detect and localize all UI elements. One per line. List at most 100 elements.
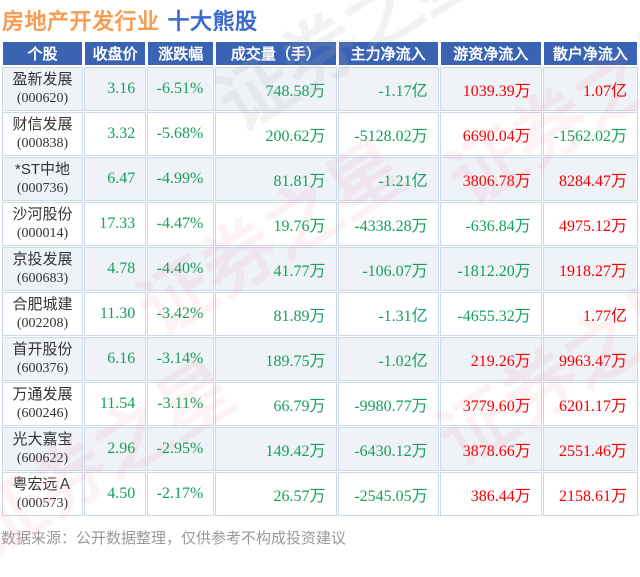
- stock-name-cell: 盈新发展 (000620): [3, 68, 83, 110]
- cell-volume: 81.81万: [216, 158, 336, 200]
- cell-main: -1.17亿: [338, 68, 438, 110]
- stock-name-cell: 沙河股份 (000014): [3, 203, 83, 245]
- stock-code: (600376): [16, 361, 69, 376]
- stock-code: (000014): [16, 226, 69, 241]
- cell-retail: 6201.17万: [543, 383, 637, 425]
- cell-change: -6.51%: [148, 68, 214, 110]
- cell-hot: 3779.60万: [440, 383, 541, 425]
- stock-name: 合肥城建: [12, 296, 73, 313]
- stock-name-cell: *ST中地 (000736): [3, 158, 83, 200]
- stock-name-cell: 万通发展 (600246): [3, 383, 83, 425]
- stock-name-cell: 粤宏远Ａ (000573): [3, 473, 83, 515]
- cell-volume: 66.79万: [216, 383, 336, 425]
- cell-main: -4338.28万: [338, 203, 438, 245]
- cell-close: 4.78: [85, 248, 146, 290]
- table-body: 盈新发展 (000620) 3.16 -6.51% 748.58万 -1.17亿 1039.…: [3, 68, 637, 515]
- stock-name: *ST中地: [15, 161, 71, 178]
- stock-name: 财信发展: [12, 116, 73, 133]
- cell-hot: 3806.78万: [440, 158, 541, 200]
- cell-volume: 200.62万: [216, 113, 336, 155]
- stock-code: (600622): [16, 451, 69, 466]
- cell-close: 6.16: [85, 338, 146, 380]
- cell-hot: 219.26万: [440, 338, 541, 380]
- cell-hot: 3878.66万: [440, 428, 541, 470]
- cell-volume: 26.57万: [216, 473, 336, 515]
- table-row: 万通发展 (600246) 11.54 -3.11% 66.79万 -9980.77万 37…: [3, 383, 637, 425]
- table-header: 个股 收盘价 涨跌幅 成交量（手） 主力净流入 游资净流入 散户净流入: [3, 42, 637, 65]
- cell-volume: 748.58万: [216, 68, 336, 110]
- table-row: 财信发展 (000838) 3.32 -5.68% 200.62万 -5128.02万 66…: [3, 113, 637, 155]
- cell-close: 6.47: [85, 158, 146, 200]
- stock-code: (600683): [16, 271, 69, 286]
- title-suffix: 十大熊股: [167, 9, 258, 34]
- cell-hot: -4655.32万: [440, 293, 541, 335]
- page-title: 房地产开发行业 十大熊股: [0, 0, 640, 37]
- stock-name-cell: 京投发展 (600683): [3, 248, 83, 290]
- table-row: *ST中地 (000736) 6.47 -4.99% 81.81万 -1.21亿 3806.…: [3, 158, 637, 200]
- cell-change: -4.47%: [148, 203, 214, 245]
- stock-name: 盈新发展: [12, 71, 73, 88]
- cell-main: -1.02亿: [338, 338, 438, 380]
- cell-retail: 8284.47万: [543, 158, 637, 200]
- cell-volume: 41.77万: [216, 248, 336, 290]
- cell-close: 4.50: [85, 473, 146, 515]
- cell-retail: 2158.61万: [543, 473, 637, 515]
- cell-hot: -636.84万: [440, 203, 541, 245]
- cell-close: 3.32: [85, 113, 146, 155]
- col-header-close: 收盘价: [85, 42, 146, 65]
- col-header-hot-inflow: 游资净流入: [440, 42, 541, 65]
- cell-change: -2.17%: [148, 473, 214, 515]
- stock-name-cell: 合肥城建 (002208): [3, 293, 83, 335]
- cell-volume: 19.76万: [216, 203, 336, 245]
- table-row: 粤宏远Ａ (000573) 4.50 -2.17% 26.57万 -2545.05万 386…: [3, 473, 637, 515]
- cell-retail: -1562.02万: [543, 113, 637, 155]
- cell-main: -5128.02万: [338, 113, 438, 155]
- table-row: 首开股份 (600376) 6.16 -3.14% 189.75万 -1.02亿 219.2…: [3, 338, 637, 380]
- cell-change: -3.11%: [148, 383, 214, 425]
- cell-retail: 4975.12万: [543, 203, 637, 245]
- table-row: 合肥城建 (002208) 11.30 -3.42% 81.89万 -1.31亿 -4655…: [3, 293, 637, 335]
- col-header-main-inflow: 主力净流入: [338, 42, 438, 65]
- data-source-note: 数据来源：公开数据整理，仅供参考不构成投资建议: [1, 530, 347, 547]
- table-row: 沙河股份 (000014) 17.33 -4.47% 19.76万 -4338.28万 -6…: [3, 203, 637, 245]
- cell-volume: 189.75万: [216, 338, 336, 380]
- cell-volume: 81.89万: [216, 293, 336, 335]
- cell-change: -4.40%: [148, 248, 214, 290]
- table-row: 光大嘉宝 (600622) 2.96 -2.95% 149.42万 -6430.12万 38…: [3, 428, 637, 470]
- cell-main: -1.31亿: [338, 293, 438, 335]
- stock-name: 京投发展: [12, 251, 73, 268]
- stock-name-cell: 首开股份 (600376): [3, 338, 83, 380]
- col-header-change: 涨跌幅: [148, 42, 214, 65]
- stock-name: 首开股份: [12, 341, 73, 358]
- bear-stocks-table: 个股 收盘价 涨跌幅 成交量（手） 主力净流入 游资净流入 散户净流入 盈新发展…: [0, 39, 640, 518]
- stock-name: 粤宏远Ａ: [12, 476, 73, 493]
- stock-code: (000573): [16, 496, 69, 511]
- cell-retail: 1.77亿: [543, 293, 637, 335]
- cell-close: 3.16: [85, 68, 146, 110]
- table-row: 京投发展 (600683) 4.78 -4.40% 41.77万 -106.07万 -181…: [3, 248, 637, 290]
- cell-hot: 6690.04万: [440, 113, 541, 155]
- col-header-retail-inflow: 散户净流入: [543, 42, 637, 65]
- stock-code: (000620): [16, 91, 69, 106]
- stock-code: (000736): [16, 181, 69, 196]
- cell-change: -3.42%: [148, 293, 214, 335]
- cell-change: -4.99%: [148, 158, 214, 200]
- cell-change: -5.68%: [148, 113, 214, 155]
- stock-code: (600246): [16, 406, 69, 421]
- cell-close: 2.96: [85, 428, 146, 470]
- stock-name: 沙河股份: [12, 206, 73, 223]
- cell-hot: 386.44万: [440, 473, 541, 515]
- cell-main: -6430.12万: [338, 428, 438, 470]
- cell-volume: 149.42万: [216, 428, 336, 470]
- stock-name: 光大嘉宝: [12, 431, 73, 448]
- stock-name-cell: 财信发展 (000838): [3, 113, 83, 155]
- col-header-volume: 成交量（手）: [216, 42, 336, 65]
- stock-name: 万通发展: [12, 386, 73, 403]
- stock-code: (002208): [16, 316, 69, 331]
- cell-change: -3.14%: [148, 338, 214, 380]
- cell-retail: 2551.46万: [543, 428, 637, 470]
- cell-close: 11.54: [85, 383, 146, 425]
- cell-close: 17.33: [85, 203, 146, 245]
- cell-main: -2545.05万: [338, 473, 438, 515]
- cell-hot: -1812.20万: [440, 248, 541, 290]
